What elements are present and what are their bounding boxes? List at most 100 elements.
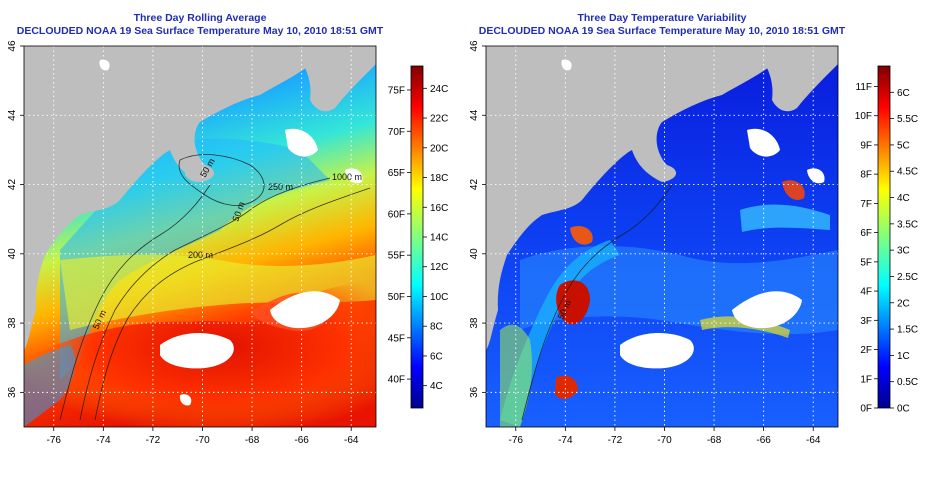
- x-tick-label: -70: [195, 435, 210, 446]
- colorbar-fahrenheit-label: 55F: [388, 251, 405, 262]
- colorbar-ramp: [410, 65, 424, 409]
- y-tick-label: 36: [7, 386, 18, 398]
- panel1-land-novascotia: [300, 46, 376, 112]
- colorbar-celsius-label: 8C: [430, 322, 443, 333]
- x-tick-label: -76: [47, 435, 62, 446]
- panel2-cloud-small: [561, 59, 572, 71]
- panel2-land-mainland: [486, 46, 792, 350]
- y-tick-label: 40: [7, 248, 18, 260]
- panel1-frame: [23, 45, 377, 428]
- panel2-cloud-gulf: [620, 333, 694, 369]
- panel1-isobath-200m: [79, 177, 331, 421]
- panel2-axes: -76 -74 -72 -70 -68 -66 -64 36 38 40 42 44 46: [469, 40, 821, 446]
- colorbar-celsius-label: 2.5C: [897, 272, 918, 283]
- panel2-yellow-streak: [700, 316, 790, 338]
- panel-temperature-variability: Three Day Temperature Variability DECLOU…: [469, 12, 918, 446]
- colorbar-fahrenheit-label: 10F: [855, 111, 872, 122]
- colorbar-celsius-label: 1.5C: [897, 325, 918, 336]
- panel1-subtitle: DECLOUDED NOAA 19 Sea Surface Temperatur…: [17, 25, 384, 37]
- panel1-cloud-gulfofmaine: [285, 128, 318, 157]
- colorbar-fahrenheit-label: 3F: [860, 316, 872, 327]
- colorbar-celsius-label: 3C: [897, 246, 910, 257]
- panel2-frame: [485, 45, 839, 428]
- colorbar-fahrenheit-label: 7F: [860, 199, 872, 210]
- panel1-gridlines: [24, 46, 376, 427]
- x-tick-label: -68: [245, 435, 260, 446]
- colorbar-fahrenheit-label: 70F: [388, 127, 405, 138]
- colorbar-fahrenheit-label: 45F: [388, 333, 405, 344]
- colorbar-celsius-label: 6C: [430, 351, 443, 362]
- panel2-cloud-slope: [807, 168, 825, 184]
- colorbar-fahrenheit-label: 9F: [860, 140, 872, 151]
- panel1-shelf-water: [60, 138, 330, 380]
- y-tick-label: 46: [7, 40, 18, 52]
- x-tick-label: -64: [806, 435, 821, 446]
- panel2-hotspot-south: [555, 375, 578, 399]
- colorbar-fahrenheit-label: 50F: [388, 292, 405, 303]
- colorbar-celsius-label: 3.5C: [897, 219, 918, 230]
- colorbar-celsius-label: 4.5C: [897, 167, 918, 178]
- panel2-land-novascotia: [762, 46, 838, 112]
- x-tick-label: -74: [558, 435, 573, 446]
- panel1-yellow-band: [60, 254, 376, 330]
- panel2-title: Three Day Temperature Variability: [577, 12, 746, 24]
- panel2-cloud-gulfofmaine: [747, 128, 780, 157]
- panel1-cloud-offshore: [270, 291, 340, 329]
- colorbar-fahrenheit-label: 60F: [388, 209, 405, 220]
- panel1-land-mainland: [24, 46, 330, 350]
- colorbar-fahrenheit-label: 0F: [860, 404, 872, 415]
- colorbar-celsius-label: 5C: [897, 140, 910, 151]
- panel1-cloud-gulf: [160, 333, 234, 369]
- panel2-hotspot-main: [556, 280, 590, 325]
- panel2-mid-var-band: [740, 204, 830, 232]
- colorbar-celsius-label: 12C: [430, 262, 448, 273]
- colorbar-fahrenheit-label: 8F: [860, 170, 872, 181]
- colorbar-fahrenheit-label: 11F: [856, 82, 873, 93]
- panel1-colorbar: 4C 6C 8C 10C 12C 14C 16C 18C 20C 22C 24C 40F 45F 50F 5…: [388, 65, 448, 409]
- x-tick-label: -72: [608, 435, 623, 446]
- colorbar-celsius-label: 18C: [430, 173, 448, 184]
- colorbar-fahrenheit-label: 40F: [388, 375, 405, 386]
- panel2-map: 50 m: [486, 46, 838, 427]
- panel1-cloud-slope: [345, 168, 363, 184]
- colorbar-celsius-label: 16C: [430, 203, 448, 214]
- panel2-gridlines: [486, 46, 838, 427]
- y-tick-label: 36: [469, 386, 480, 398]
- colorbar-fahrenheit-label: 1F: [860, 374, 872, 385]
- colorbar-fahrenheit-label: 6F: [860, 228, 872, 239]
- panel1-contour-label-250m: 250 m: [268, 182, 293, 192]
- colorbar-fahrenheit-label: 2F: [860, 345, 872, 356]
- panel2-hotspot-north: [570, 225, 593, 245]
- panel2-isobath-50m: [521, 184, 673, 421]
- x-tick-label: -76: [509, 435, 524, 446]
- panel1-contour-label-200m: 200 m: [188, 250, 213, 260]
- colorbar-fahrenheit-label: 4F: [860, 287, 872, 298]
- panel1-title: Three Day Rolling Average: [134, 12, 267, 24]
- colorbar-celsius-label: 0.5C: [897, 377, 918, 388]
- colorbar-fahrenheit-label: 65F: [388, 168, 405, 179]
- y-tick-label: 44: [469, 109, 480, 121]
- colorbar-celsius-label: 22C: [430, 114, 448, 125]
- colorbar-fahrenheit-label: 75F: [388, 85, 405, 96]
- y-tick-label: 38: [469, 317, 480, 329]
- colorbar-celsius-label: 5.5C: [897, 114, 918, 125]
- y-tick-label: 46: [469, 40, 480, 52]
- panel1-cloud-south: [179, 394, 192, 406]
- colorbar-celsius-label: 0C: [897, 404, 910, 415]
- colorbar-celsius-label: 4C: [430, 381, 443, 392]
- panel2-hotspot-slope: [782, 180, 805, 201]
- colorbar-celsius-label: 20C: [430, 143, 448, 154]
- panel1-isobaths: [59, 154, 371, 421]
- panel2-colorbar: 0C 0.5C 1C 1.5C 2C 2.5C 3C 3.5C 4C 4.5C 5C 5.5C 6C 0F…: [855, 65, 918, 415]
- y-tick-label: 42: [7, 179, 18, 191]
- x-tick-label: -66: [756, 435, 771, 446]
- colorbar-celsius-label: 6C: [897, 88, 910, 99]
- colorbar-ramp: [877, 65, 891, 409]
- y-tick-label: 40: [469, 248, 480, 260]
- y-tick-label: 38: [7, 317, 18, 329]
- panel1-axes: -76 -74 -72 -70 -68 -66 -64 36 38 40 42 44 46: [7, 40, 359, 446]
- panel1-coastal-cold: [24, 345, 76, 427]
- panel-rolling-average: Three Day Rolling Average DECLOUDED NOAA…: [7, 12, 448, 446]
- x-tick-label: -74: [96, 435, 111, 446]
